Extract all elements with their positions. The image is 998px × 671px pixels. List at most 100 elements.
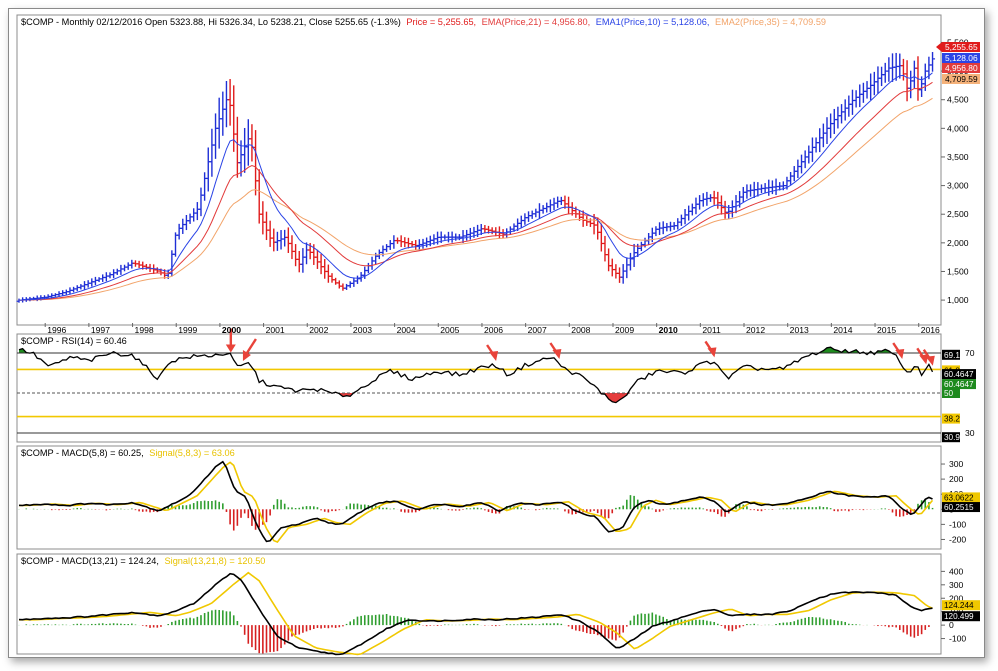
x-tick-label: 1996: [47, 325, 66, 335]
rsi-value-label: 69.1: [944, 351, 960, 360]
price-label: Price = 5,255.65,: [406, 17, 476, 27]
price-value-tag: [942, 63, 980, 73]
ema35-label: EMA2(Price,35) = 4,709.59: [715, 17, 826, 27]
stock-chart: $COMP - Monthly 02/12/2016 Open 5323.88,…: [16, 14, 980, 656]
macd-fast-title: $COMP - MACD(5,8) = 60.25,: [21, 448, 144, 458]
rsi-ytick-label: 30: [965, 428, 975, 438]
rsi-divergence-arrow: [922, 349, 935, 366]
x-tick-label: 1997: [91, 325, 110, 335]
macd-fast-macd-tag: [942, 502, 980, 513]
macd-fast-ytick-label: 200: [949, 474, 964, 484]
macd-fast-ytick-label: -200: [949, 534, 966, 544]
macd-slow-signal-value: 124.244: [944, 601, 974, 610]
x-tick-label: 2016: [921, 325, 940, 335]
price-value-label: 5,255.65: [945, 42, 978, 52]
price-ytick-label: 2,500: [947, 209, 969, 219]
macd-fast-macd-value: 60.2515: [944, 503, 974, 512]
x-tick-label: 2004: [397, 325, 416, 335]
rsi-title: $COMP - RSI(14) = 60.46: [21, 336, 127, 346]
rsi-divergence-arrow: [225, 328, 236, 353]
x-tick-label: 2003: [353, 325, 372, 335]
ema10-label: EMA1(Price,10) = 5,128.06,: [596, 17, 710, 27]
arrow-head: [242, 350, 251, 361]
macd-fast-macd-line: [18, 460, 933, 543]
x-tick-label: 2013: [790, 325, 809, 335]
price-ytick-label: 2,000: [947, 238, 969, 248]
macd-slow-ytick-label: 300: [949, 580, 964, 590]
rsi-line: [18, 346, 934, 404]
macd-slow-macd-line: [18, 572, 933, 656]
macd-fast-signal-value: 63.0622: [944, 493, 974, 502]
chart-window: $COMP - Monthly 02/12/2016 Open 5323.88,…: [8, 8, 985, 658]
rsi-value-label: 38.2: [944, 415, 960, 424]
macd-slow-ytick-label: 200: [949, 593, 964, 603]
ema35-line: [19, 97, 933, 301]
x-tick-label: 2006: [484, 325, 503, 335]
x-tick-label: 2007: [528, 325, 547, 335]
macd-slow-signal-label: Signal(13,21,8) = 120.50: [165, 556, 266, 566]
rsi-value-label: 30.9: [944, 433, 960, 442]
macd-slow-ytick-label: 400: [949, 566, 964, 576]
macd-fast-signal-tag: [942, 492, 980, 503]
x-tick-label: 2005: [440, 325, 459, 335]
price-ytick-label: 1,000: [947, 295, 969, 305]
arrow-head: [895, 349, 905, 359]
rsi-value-label: 60.4647: [944, 370, 974, 379]
price-ytick-label: 1,500: [947, 266, 969, 276]
rsi-divergence-arrow: [242, 338, 257, 361]
ema21-line: [19, 81, 933, 301]
macd-slow-macd-tag: [942, 611, 980, 622]
x-tick-label: 2000: [222, 325, 241, 335]
x-tick-label: 2014: [833, 325, 852, 335]
rsi-value-tag: [942, 369, 976, 380]
macd-slow-signal-tag: [942, 600, 980, 611]
x-tick-label: 2009: [615, 325, 634, 335]
ohlc-bar: [930, 52, 936, 72]
arrow-head: [225, 344, 236, 353]
macd-slow-title: $COMP - MACD(13,21) = 124.24,: [21, 556, 159, 566]
macd-fast-ytick-label: 300: [949, 459, 964, 469]
price-ytick-label: 4,000: [947, 123, 969, 133]
x-tick-label: 2015: [877, 325, 896, 335]
price-ytick-label: 3,500: [947, 152, 969, 162]
rsi-value-label: 60.4647: [944, 380, 974, 389]
macd-slow-panel: [16, 553, 942, 655]
arrow-shaft: [245, 338, 257, 354]
macd-fast-header: $COMP - MACD(5,8) = 60.25, Signal(5,8,3)…: [21, 448, 235, 458]
price-header: $COMP - Monthly 02/12/2016 Open 5323.88,…: [21, 17, 826, 27]
x-tick-label: 1998: [135, 325, 154, 335]
x-tick-label: 2010: [659, 325, 678, 335]
price-value-label: 4,709.59: [945, 74, 978, 84]
rsi-ytick-label: 70: [965, 348, 975, 358]
macd-slow-ytick-label: -100: [949, 634, 966, 644]
rsi-value-tag: [942, 413, 960, 424]
rsi-panel: [16, 333, 942, 443]
macd-fast-signal-label: Signal(5,8,3) = 63.06: [149, 448, 235, 458]
rsi-value-tag: [942, 379, 976, 390]
arrow-head: [489, 351, 499, 361]
macd-fast-panel: [16, 445, 942, 550]
ema10-line: [18, 72, 933, 301]
rsi-divergence-arrow: [486, 344, 499, 361]
price-ytick-label: 3,000: [947, 181, 969, 191]
x-tick-label: 2008: [571, 325, 590, 335]
arrow-head: [707, 347, 717, 358]
price-value-tag: [942, 53, 980, 63]
macd-slow-ytick-label: 0: [949, 620, 954, 630]
price-value-tag: [942, 42, 980, 52]
symbol-line: $COMP - Monthly 02/12/2016 Open 5323.88,…: [21, 17, 401, 27]
price-value-label: 5,128.06: [945, 53, 978, 63]
price-ytick-label: 4,500: [947, 95, 969, 105]
x-tick-label: 1999: [178, 325, 197, 335]
macd-slow-header: $COMP - MACD(13,21) = 124.24, Signal(13,…: [21, 556, 265, 566]
arrow-head: [925, 355, 935, 366]
price-value-label: 4,956.80: [945, 63, 978, 73]
rsi-divergence-arrow: [704, 340, 717, 358]
x-tick-label: 2012: [746, 325, 765, 335]
x-tick-label: 2001: [266, 325, 285, 335]
price-pointer: [936, 42, 942, 52]
rsi-divergence-arrow: [892, 342, 905, 359]
x-tick-label: 2011: [702, 325, 721, 335]
price-value-tag: [942, 74, 980, 84]
rsi-divergence-arrow: [549, 342, 562, 359]
